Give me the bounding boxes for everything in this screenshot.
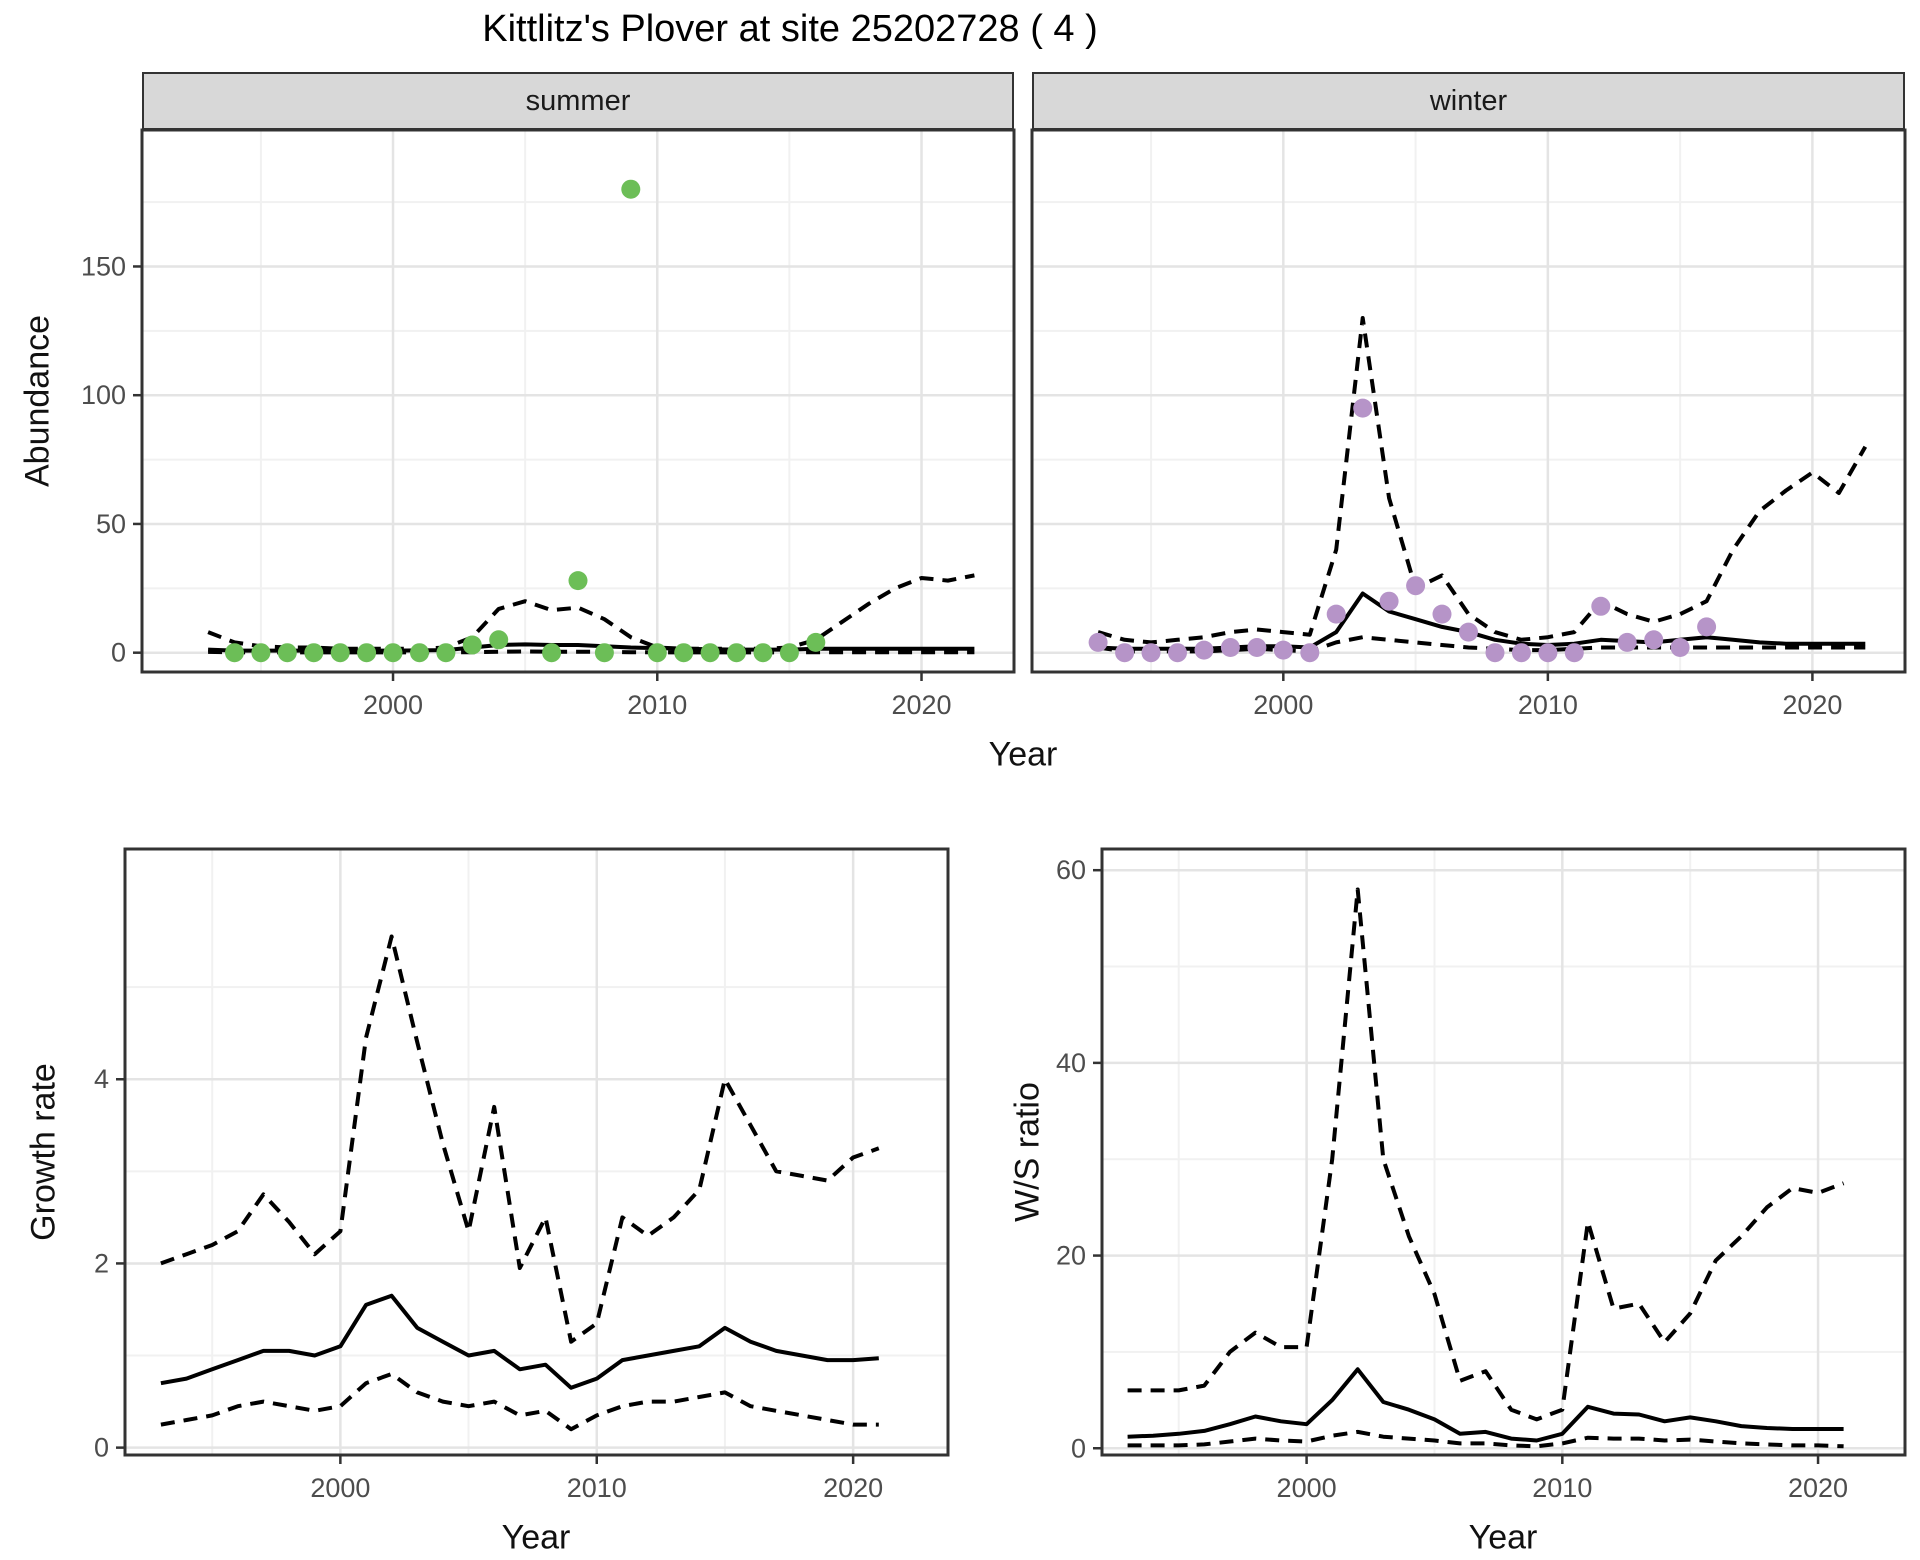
upper-ci-line — [160, 934, 880, 1344]
upper-ci-line — [207, 573, 975, 651]
x-tick-label: 2000 — [363, 690, 423, 720]
observation-point — [700, 643, 720, 663]
observation-point — [330, 643, 350, 663]
observation-point — [674, 643, 694, 663]
observation-point — [1194, 640, 1214, 660]
observation-point — [1670, 638, 1690, 657]
y-tick-label: 0 — [94, 1433, 109, 1463]
facet-strip-winter: winter — [1032, 72, 1905, 130]
observation-point — [1644, 630, 1664, 650]
observation-point — [383, 643, 403, 663]
y-tick-label: 0 — [1071, 1433, 1086, 1463]
fit-line — [160, 1293, 879, 1390]
observation-point — [357, 643, 377, 663]
observation-point — [1168, 643, 1187, 663]
observation-point — [1247, 638, 1267, 657]
observation-point — [647, 643, 667, 663]
observation-point — [1088, 632, 1108, 652]
y-tick-label: 150 — [81, 251, 126, 281]
x-tick-label: 2020 — [891, 690, 951, 720]
x-tick-label: 2000 — [310, 1473, 370, 1503]
y-tick-label: 40 — [1056, 1048, 1086, 1078]
observation-point — [806, 632, 826, 652]
x-tick-label: 2000 — [1277, 1473, 1337, 1503]
y-tick-label: 60 — [1056, 855, 1086, 885]
panel-growth-rate: 2000 2010 2020 0 2 4 — [94, 847, 950, 1503]
observation-point — [304, 643, 324, 663]
observation-point — [277, 643, 297, 663]
observation-point — [621, 179, 641, 199]
observation-point — [594, 643, 614, 663]
panel-border — [1030, 128, 1907, 674]
y-axis-title-abundance: Abundance — [18, 314, 57, 488]
y-axis-title-growth-rate: Growth rate — [24, 1063, 63, 1241]
facet-strip-winter-label: winter — [1429, 84, 1508, 117]
observation-point — [779, 643, 799, 663]
panel-border — [1100, 847, 1907, 1457]
observation-point — [1379, 591, 1399, 611]
observation-point — [410, 643, 429, 663]
panel-abundance-summer: 2000 2010 2020 0 50 100 150 — [81, 128, 1016, 720]
x-axis-title-top: Year — [988, 735, 1058, 774]
upper-ci-line — [1127, 887, 1845, 1422]
x-tick-label: 2010 — [1532, 1473, 1592, 1503]
observation-point — [568, 571, 588, 591]
panel-abundance-winter: 2000 2010 2020 — [1030, 128, 1907, 720]
observation-point — [225, 643, 244, 663]
observation-point — [1511, 643, 1531, 663]
observation-point — [1273, 640, 1293, 660]
upper-ci-line — [1097, 316, 1868, 645]
panel-border — [123, 847, 950, 1457]
observation-point — [251, 643, 271, 663]
x-tick-label: 2010 — [627, 690, 687, 720]
x-tick-label: 2020 — [1782, 690, 1842, 720]
observation-point — [542, 643, 562, 663]
lower-ci-line — [160, 1372, 879, 1432]
observation-point — [1115, 643, 1135, 663]
lower-ci-line — [1127, 1429, 1844, 1449]
x-tick-label: 2010 — [567, 1473, 627, 1503]
facet-strip-summer: summer — [142, 72, 1014, 130]
y-tick-label: 4 — [94, 1064, 109, 1094]
y-tick-label: 0 — [111, 638, 126, 668]
observation-point — [489, 630, 509, 650]
observation-point — [727, 643, 746, 663]
chart-title: Kittlitz's Plover at site 25202728 ( 4 ) — [482, 8, 1098, 50]
x-tick-label: 2020 — [1788, 1473, 1848, 1503]
x-tick-label: 2000 — [1253, 690, 1313, 720]
panel-border — [140, 128, 1016, 674]
observation-point — [1459, 622, 1478, 642]
x-tick-label: 2010 — [1518, 690, 1578, 720]
y-tick-label: 50 — [96, 509, 126, 539]
observation-point — [1591, 596, 1611, 616]
observation-point — [462, 635, 482, 655]
observation-point — [1141, 643, 1161, 663]
observation-point — [1564, 643, 1584, 663]
y-axis-title-ws-ratio: W/S ratio — [1008, 1082, 1047, 1222]
x-axis-title-ws-ratio: Year — [1468, 1518, 1538, 1557]
fit-line — [1127, 1367, 1844, 1443]
observation-point — [1485, 643, 1505, 663]
observation-point — [1220, 638, 1240, 657]
observation-point — [436, 643, 456, 663]
panel-ws-ratio: 2000 2010 2020 0 20 40 60 — [1056, 847, 1907, 1503]
observation-point — [753, 643, 773, 663]
observation-point — [1406, 576, 1426, 596]
observation-point — [1353, 398, 1373, 418]
observation-point — [1432, 604, 1452, 624]
y-tick-label: 20 — [1056, 1241, 1086, 1271]
observation-point — [1538, 643, 1558, 663]
observation-point — [1617, 632, 1637, 652]
observation-point — [1697, 617, 1717, 637]
observation-point — [1300, 643, 1320, 663]
y-tick-label: 100 — [81, 380, 126, 410]
x-tick-label: 2020 — [823, 1473, 883, 1503]
facet-strip-summer-label: summer — [525, 84, 631, 117]
x-axis-title-growth-rate: Year — [501, 1518, 571, 1557]
observation-point — [1326, 604, 1346, 624]
y-tick-label: 2 — [94, 1248, 109, 1278]
